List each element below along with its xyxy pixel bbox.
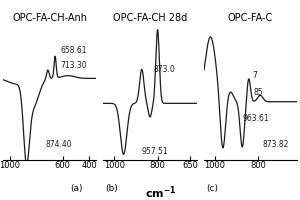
Text: 85: 85 xyxy=(254,88,263,97)
Title: OPC-FA-CH 28d: OPC-FA-CH 28d xyxy=(113,13,187,23)
Text: (b): (b) xyxy=(105,184,118,193)
Text: (c): (c) xyxy=(206,184,218,193)
Text: 658.61: 658.61 xyxy=(60,46,87,55)
Text: 957.51: 957.51 xyxy=(141,147,168,156)
Title: OPC-FA-CH-Anh: OPC-FA-CH-Anh xyxy=(12,13,87,23)
Text: 7: 7 xyxy=(253,71,257,80)
Text: $\mathbf{cm^{-1}}$: $\mathbf{cm^{-1}}$ xyxy=(145,184,177,200)
Text: 873.0: 873.0 xyxy=(153,65,175,74)
Text: 873.82: 873.82 xyxy=(262,140,289,149)
Title: OPC-FA-C: OPC-FA-C xyxy=(228,13,273,23)
Text: 713.30: 713.30 xyxy=(60,61,87,70)
Text: (a): (a) xyxy=(70,184,83,193)
Text: 963.61: 963.61 xyxy=(243,114,269,123)
Text: 874.40: 874.40 xyxy=(46,140,72,149)
